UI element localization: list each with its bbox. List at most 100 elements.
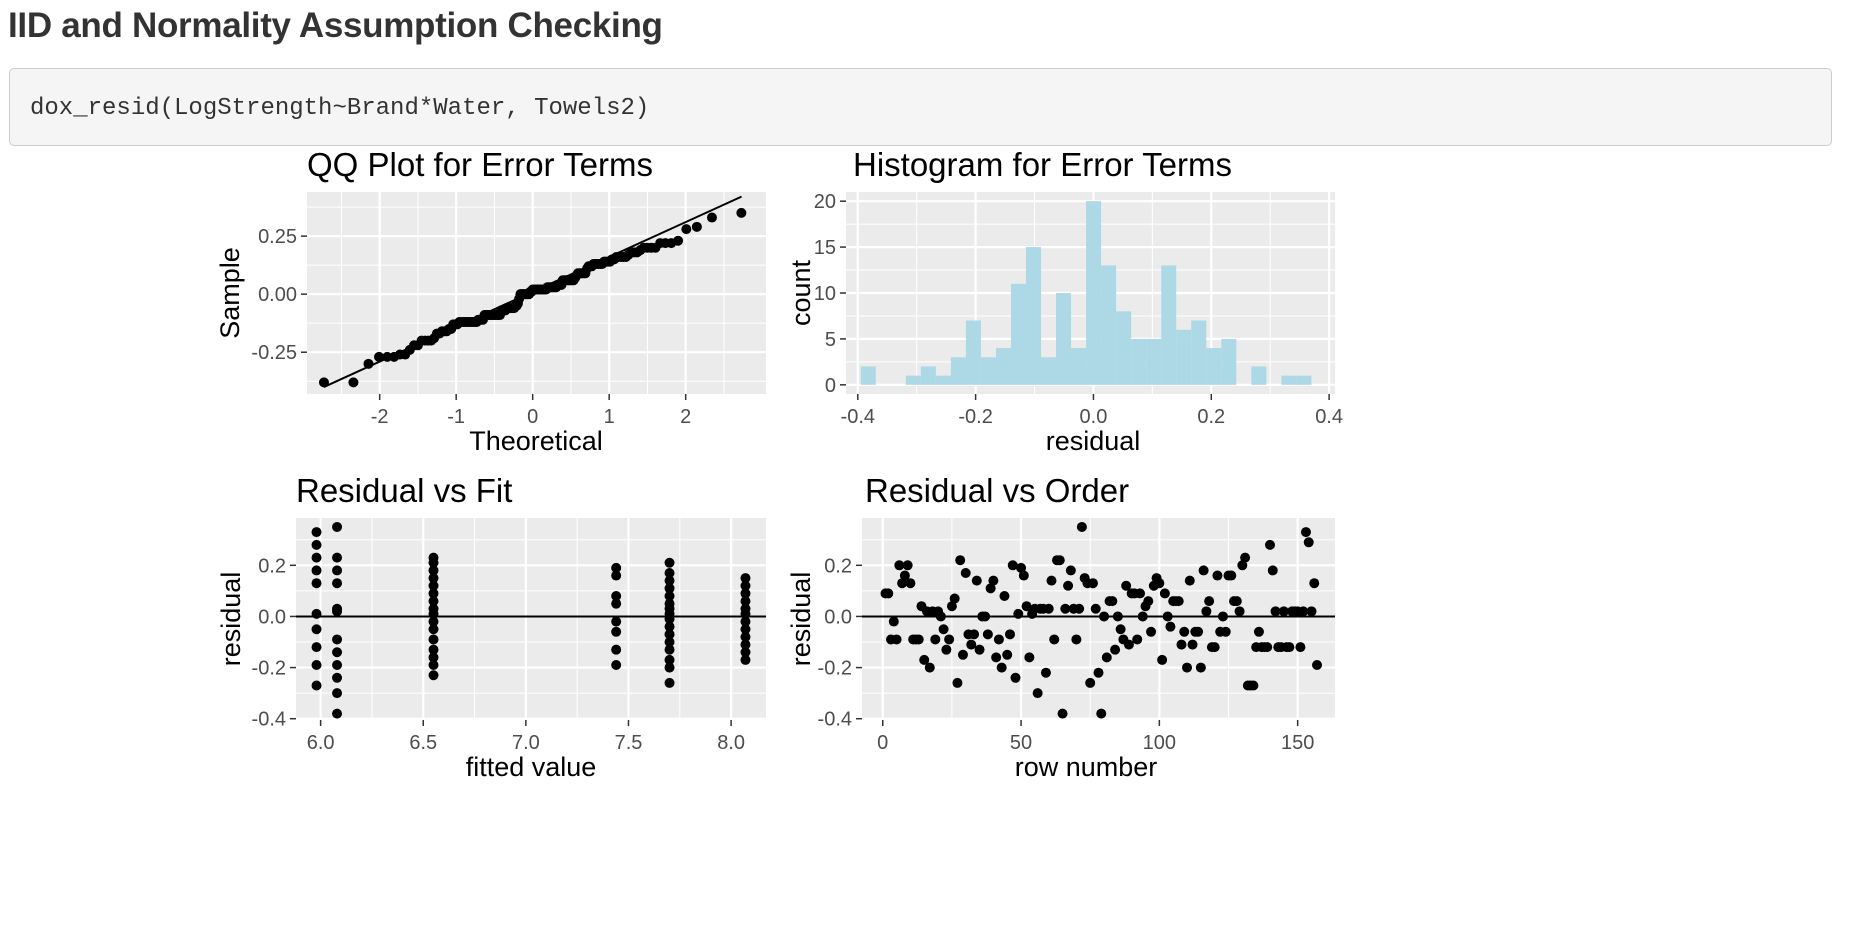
order-point — [1087, 578, 1098, 589]
order-point — [891, 634, 902, 645]
qq-y-tick-label: 0.00 — [258, 284, 297, 306]
fit-point — [664, 637, 675, 648]
fit-point — [311, 552, 322, 563]
fit-x-tick-label: 7.5 — [615, 732, 643, 754]
order-point — [1179, 626, 1190, 637]
fit-point — [332, 606, 343, 617]
fit-y-tick-label: -0.2 — [252, 658, 286, 680]
qq-point — [348, 377, 359, 388]
order-point — [1110, 644, 1121, 655]
order-x-tick-label: 50 — [1010, 732, 1032, 754]
hist-bar — [1071, 348, 1087, 385]
order-point — [894, 560, 905, 571]
qq-point — [691, 221, 702, 232]
fit-point — [664, 662, 675, 673]
fit-point — [611, 562, 622, 573]
hist-bar — [1206, 348, 1222, 385]
fit-point — [664, 644, 675, 655]
order-point — [1312, 660, 1323, 671]
order-point — [1201, 606, 1212, 617]
order-panel-background — [862, 518, 1335, 720]
order-point — [1278, 606, 1289, 617]
hist-bar — [1191, 320, 1207, 385]
fit-y-tick-label: 0.2 — [258, 555, 286, 577]
order-point — [955, 555, 966, 566]
fit-point — [611, 660, 622, 671]
fit-point — [664, 621, 675, 632]
hist-y-tick-label: 0 — [825, 375, 836, 397]
order-point — [1099, 611, 1110, 622]
order-point — [1198, 565, 1209, 576]
order-point — [1184, 575, 1195, 586]
order-point — [1162, 611, 1173, 622]
hist-x-tick-label: 0.2 — [1197, 406, 1225, 428]
hist-bar — [965, 320, 981, 385]
fit-point — [311, 608, 322, 619]
hist-bar — [1161, 265, 1177, 385]
fit-point — [311, 680, 322, 691]
order-point — [1032, 688, 1043, 699]
hist-x-tick-label: -0.4 — [841, 406, 875, 428]
fit-point — [332, 521, 343, 532]
order-point — [1112, 611, 1123, 622]
order-point — [1115, 624, 1126, 635]
fit-point — [664, 575, 675, 586]
fit-panel-background — [296, 518, 766, 720]
qq-point — [374, 351, 385, 362]
qq-point — [736, 207, 747, 218]
qq-point — [681, 224, 692, 235]
fit-point — [332, 578, 343, 589]
hist-bar — [950, 357, 966, 385]
order-point — [930, 634, 941, 645]
order-point — [996, 662, 1007, 673]
fit-y-axis-label: residual — [216, 572, 246, 667]
hist-x-tick-label: 0.0 — [1080, 406, 1108, 428]
fit-point — [332, 660, 343, 671]
fit-title: Residual vs Fit — [296, 472, 512, 509]
order-point — [988, 575, 999, 586]
hist-bar — [995, 348, 1011, 385]
order-point — [902, 560, 913, 571]
order-point — [1284, 642, 1295, 653]
hist-bar — [1251, 366, 1267, 385]
order-point — [941, 644, 952, 655]
qq-x-tick-label: 2 — [680, 406, 691, 428]
order-point — [991, 652, 1002, 663]
order-point — [1270, 606, 1281, 617]
fit-point — [664, 557, 675, 568]
fit-point — [311, 642, 322, 653]
order-point — [1157, 654, 1168, 665]
hist-bar — [1131, 338, 1147, 385]
order-point — [1303, 537, 1314, 548]
fit-point — [332, 688, 343, 699]
fit-point — [611, 644, 622, 655]
hist-bar — [905, 375, 921, 385]
hist-x-axis-label: residual — [1046, 426, 1141, 456]
order-point — [1182, 662, 1193, 673]
order-point — [1054, 555, 1065, 566]
order-point — [1085, 677, 1096, 688]
fit-point — [740, 631, 751, 642]
fit-point — [428, 573, 439, 584]
fit-point — [664, 614, 675, 624]
fit-point — [611, 598, 622, 609]
order-x-tick-label: 150 — [1281, 732, 1314, 754]
order-point — [1209, 642, 1220, 653]
order-point — [980, 611, 991, 622]
fit-point — [428, 660, 439, 671]
fit-point — [664, 629, 675, 640]
order-point — [1204, 596, 1215, 607]
fit-point — [740, 639, 751, 650]
order-point — [924, 662, 935, 673]
section-heading: IID and Normality Assumption Checking — [8, 6, 663, 45]
fit-x-tick-label: 7.0 — [512, 732, 540, 754]
order-point — [1093, 667, 1104, 678]
order-y-tick-label: 0.2 — [824, 555, 852, 577]
order-point — [1217, 611, 1228, 622]
order-point — [1101, 652, 1112, 663]
fit-point — [664, 567, 675, 578]
qq-y-axis-label: Sample — [215, 247, 245, 339]
order-point — [1123, 639, 1134, 650]
order-point — [938, 624, 949, 635]
order-point — [1018, 570, 1029, 581]
